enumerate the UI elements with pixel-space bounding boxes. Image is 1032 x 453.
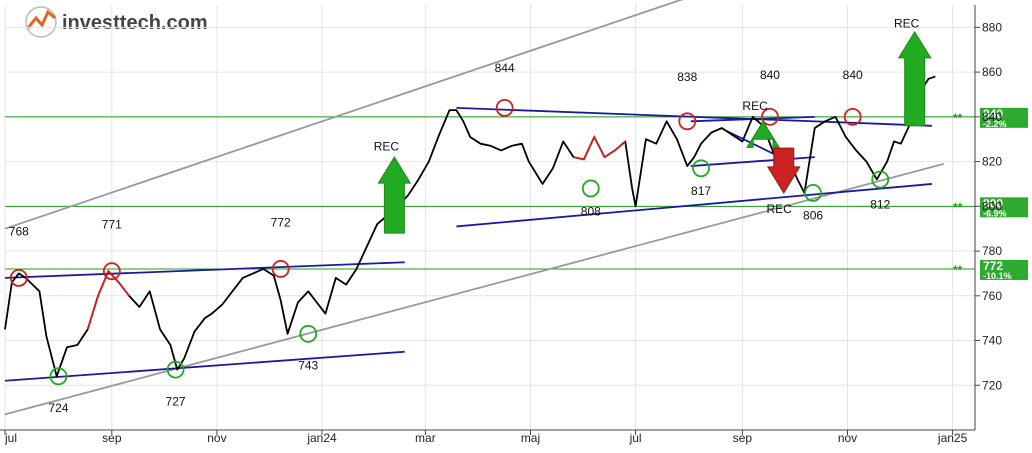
- value-annotation: 840: [843, 68, 863, 82]
- level-value: 840: [983, 107, 1003, 121]
- x-tick-label: jan24: [306, 431, 337, 445]
- rec-signal-label: REC: [374, 139, 400, 153]
- buy-signal-arrow-icon: [897, 30, 932, 127]
- top-circle-marker: [9, 268, 28, 287]
- buy-signal-arrow-icon: [746, 120, 780, 148]
- price-line-highlight: [573, 134, 626, 161]
- y-tick-label: 800: [982, 199, 1002, 213]
- x-tick-label: jan25: [937, 431, 968, 445]
- x-tick-label: maj: [521, 431, 540, 445]
- value-annotation: 724: [48, 401, 68, 415]
- value-annotation: 817: [691, 184, 711, 198]
- y-tick-label: 720: [982, 378, 1002, 392]
- top-circle-marker: [102, 262, 121, 281]
- x-tick-label: sep: [102, 431, 122, 445]
- value-annotation: 743: [298, 359, 318, 373]
- value-annotation: 771: [102, 218, 122, 232]
- level-tag: [980, 197, 1028, 218]
- y-tick-label: 780: [982, 244, 1002, 258]
- y-tick-label: 880: [982, 20, 1002, 34]
- rec-signal-label: REC: [894, 16, 920, 30]
- logo: investtech.com: [25, 6, 208, 38]
- trend-line: [456, 183, 933, 228]
- value-annotation: 772: [271, 215, 291, 229]
- trend-channel-line: [4, 162, 945, 416]
- price-line-highlight: [86, 269, 130, 330]
- trend-lines: [4, 0, 945, 416]
- y-tick-label: 760: [982, 289, 1002, 303]
- bottom-circle-marker: [692, 159, 710, 178]
- level-marker: **: [953, 200, 963, 214]
- x-tick-label: jul: [4, 431, 17, 445]
- y-tick-label: 740: [982, 334, 1002, 348]
- bottom-circle-marker: [804, 183, 822, 202]
- logo-text: investtech.com: [62, 12, 208, 34]
- level-marker: **: [953, 111, 963, 125]
- rec-signals: REC REC REC REC: [374, 16, 932, 234]
- level-change: -6.9%: [983, 208, 1007, 218]
- top-circle-marker: [678, 112, 697, 131]
- bottom-circle-marker: [299, 324, 318, 343]
- trend-line: [4, 261, 405, 279]
- bottom-circle-marker: [871, 170, 890, 189]
- value-annotation: 727: [166, 394, 186, 408]
- sell-signal-arrow-icon: [766, 147, 801, 194]
- x-tick-label: mar: [415, 431, 436, 445]
- bottom-circle-marker: [581, 179, 600, 198]
- logo-zigzag-icon: [26, 9, 56, 29]
- value-annotation: 812: [870, 198, 890, 212]
- bottom-circle-marker: [49, 367, 68, 386]
- top-circle-marker: [271, 260, 290, 278]
- trend-channel-line: [4, 0, 684, 230]
- level-change: -2.2%: [983, 119, 1007, 129]
- value-annotation: 768: [9, 224, 29, 238]
- y-tick-label: 820: [982, 155, 1002, 169]
- value-annotation: 808: [581, 204, 601, 218]
- level-value: 772: [983, 259, 1003, 273]
- top-bottom-markers: [9, 98, 890, 386]
- top-circle-marker: [843, 107, 862, 126]
- level-value: 800: [983, 196, 1003, 210]
- value-annotation: 840: [760, 68, 780, 82]
- trend-line: [4, 350, 405, 382]
- logo-ring-icon: [25, 6, 57, 38]
- buy-signal-arrow-icon: [377, 156, 412, 234]
- axes: 720 740 760 780 800 820 840 860 880 jul sep nov jan2…: [0, 5, 1002, 445]
- level-marker: **: [953, 263, 963, 277]
- grid: [4, 5, 975, 430]
- y-tick-label: 840: [982, 110, 1002, 124]
- rec-signal-label: REC: [742, 99, 768, 113]
- x-tick-label: sep: [733, 431, 753, 445]
- level-tag: [980, 259, 1028, 280]
- value-annotations: 768 771 772 724 727 743 844 838 840 840 808 817 806 8…: [9, 61, 891, 415]
- top-circle-marker: [761, 107, 779, 126]
- level-change: -10.1%: [983, 271, 1012, 281]
- value-annotation: 844: [495, 61, 515, 75]
- top-circle-marker: [495, 98, 514, 117]
- x-tick-label: jul: [629, 431, 642, 445]
- value-annotation: 806: [803, 209, 823, 223]
- support-levels: ** 840-2.2%** 800-6.9%** 772-10.1%: [5, 107, 1028, 281]
- y-tick-label: 860: [982, 65, 1002, 79]
- x-tick-label: nov: [207, 431, 226, 445]
- rec-signal-label: REC: [767, 202, 793, 216]
- x-tick-label: nov: [838, 431, 857, 445]
- level-tag: [980, 107, 1028, 128]
- bottom-circle-marker: [166, 360, 185, 379]
- value-annotation: 838: [677, 70, 697, 84]
